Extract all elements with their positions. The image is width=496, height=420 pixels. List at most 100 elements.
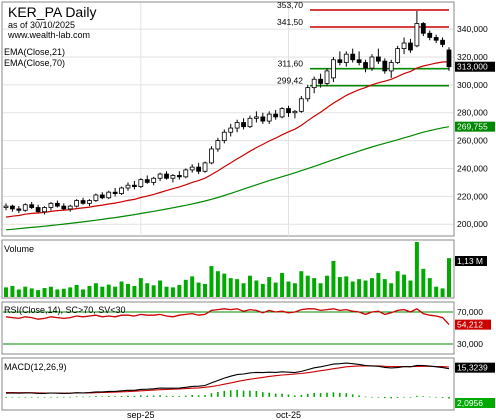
rsi-y-axis: 70,000 30,000 (457, 307, 483, 349)
candle-body (254, 116, 259, 119)
volume-label: Volume (4, 244, 34, 254)
price-tick-label: 220,000 (457, 191, 488, 201)
macd-hist-bar (377, 396, 380, 398)
macd-hist-bar (339, 392, 341, 397)
macd-hist-bar (223, 390, 226, 397)
candle-body (446, 49, 452, 68)
macd-hist-bar (184, 395, 187, 397)
price-tick-label: 260,000 (457, 136, 488, 146)
candle-body (324, 70, 330, 84)
candle-body (16, 208, 22, 211)
price-y-axis: 340,000 320,000 300,000 280,000 260,000 240,0… (457, 24, 488, 229)
macd-badge (455, 362, 495, 373)
macd-hist-bar (62, 396, 65, 398)
macd-hist-bar (69, 396, 72, 398)
chart-title: KER_PA Daily (8, 4, 96, 20)
volume-last-label: 1,13 M (457, 256, 483, 266)
price-tick-label: 300,000 (457, 80, 488, 90)
candle-body (311, 78, 317, 89)
volume-bar (395, 271, 400, 297)
candle-body (221, 131, 227, 142)
level-label: 341,50 (277, 17, 303, 27)
level-label: 299,42 (277, 76, 303, 86)
price-tick-label: 240,000 (457, 163, 488, 173)
candle-body (196, 166, 201, 172)
macd-hist-bar (24, 396, 27, 398)
candle-body (61, 205, 67, 210)
macd-hist-bar (197, 395, 200, 397)
candle-body (170, 175, 176, 179)
volume-badge (455, 256, 487, 266)
candle-body (10, 205, 15, 210)
rsi-line (5, 308, 450, 326)
candle-body (331, 59, 336, 79)
macd-hist-bar (351, 394, 354, 397)
rsi-last-label: 54,212 (457, 320, 483, 330)
macd-hist-bar (101, 396, 104, 397)
candle-body (87, 200, 92, 204)
candle-body (164, 173, 169, 179)
candle-body (305, 87, 311, 100)
volume-bar (235, 279, 240, 297)
macd-hist-bar (428, 396, 431, 398)
price-tick-label: 340,000 (457, 24, 488, 34)
candle-body (119, 187, 124, 194)
volume-bar (36, 290, 41, 297)
macd-hist-bar (210, 393, 213, 397)
macd-lines (5, 362, 450, 394)
volume-bar (23, 286, 28, 297)
macd-hist-bar (281, 393, 283, 397)
macd-hist-bar (390, 396, 393, 399)
candle-body (343, 53, 349, 63)
macd-hist-bar (217, 391, 219, 397)
volume-bar (87, 286, 92, 297)
volume-bar (106, 284, 111, 297)
candle-body (440, 39, 445, 45)
volume-bar (164, 286, 169, 297)
macd-hist-bar (255, 391, 258, 397)
candle-body (209, 148, 214, 164)
candle-body (395, 48, 401, 63)
macd-hist-bar (249, 390, 251, 397)
macd-pane: MACD(12,26,9) 15,3239 2,0956 (1, 357, 495, 411)
volume-bar (402, 274, 407, 297)
volume-bar (203, 283, 208, 297)
macd-hist-bar (396, 396, 399, 398)
volume-bar (389, 283, 394, 297)
ema-slow-line (5, 126, 450, 231)
macd-hist-bar (82, 396, 84, 398)
macd-hist-bar (43, 396, 46, 398)
candle-body (427, 32, 433, 38)
level-label: 311,60 (278, 59, 304, 69)
macd-hist-bar (37, 396, 39, 398)
macd-hist-bar (358, 395, 360, 397)
rsi-badge (455, 319, 491, 330)
ema-slow-badge (455, 121, 495, 132)
rsi-tick-label: 30,000 (457, 339, 483, 349)
candle-body (337, 59, 343, 63)
volume-bar (382, 279, 387, 297)
candle-body (22, 204, 28, 211)
candle-body (183, 169, 189, 178)
candle-body (266, 113, 272, 122)
volume-bar (350, 281, 355, 297)
volume-bar (337, 277, 342, 297)
macd-hist-bar (383, 396, 386, 399)
volume-bar (254, 280, 259, 297)
candle-body (35, 207, 41, 213)
candle-body (48, 202, 54, 208)
candle-body (420, 23, 426, 34)
volume-bar (196, 282, 201, 297)
macd-hist-bar (448, 396, 450, 399)
macd-hist-bar (11, 396, 14, 398)
hist-last-label: 2,0956 (457, 398, 483, 408)
macd-hist-bar (5, 396, 7, 398)
price-tick-label: 200,000 (457, 219, 488, 229)
candle-body (189, 166, 195, 171)
volume-bar (408, 280, 413, 297)
volume-bar (222, 273, 227, 297)
x-tick-label: sep-25 (127, 410, 155, 420)
macd-histogram (5, 389, 450, 399)
candle-body (247, 117, 253, 128)
